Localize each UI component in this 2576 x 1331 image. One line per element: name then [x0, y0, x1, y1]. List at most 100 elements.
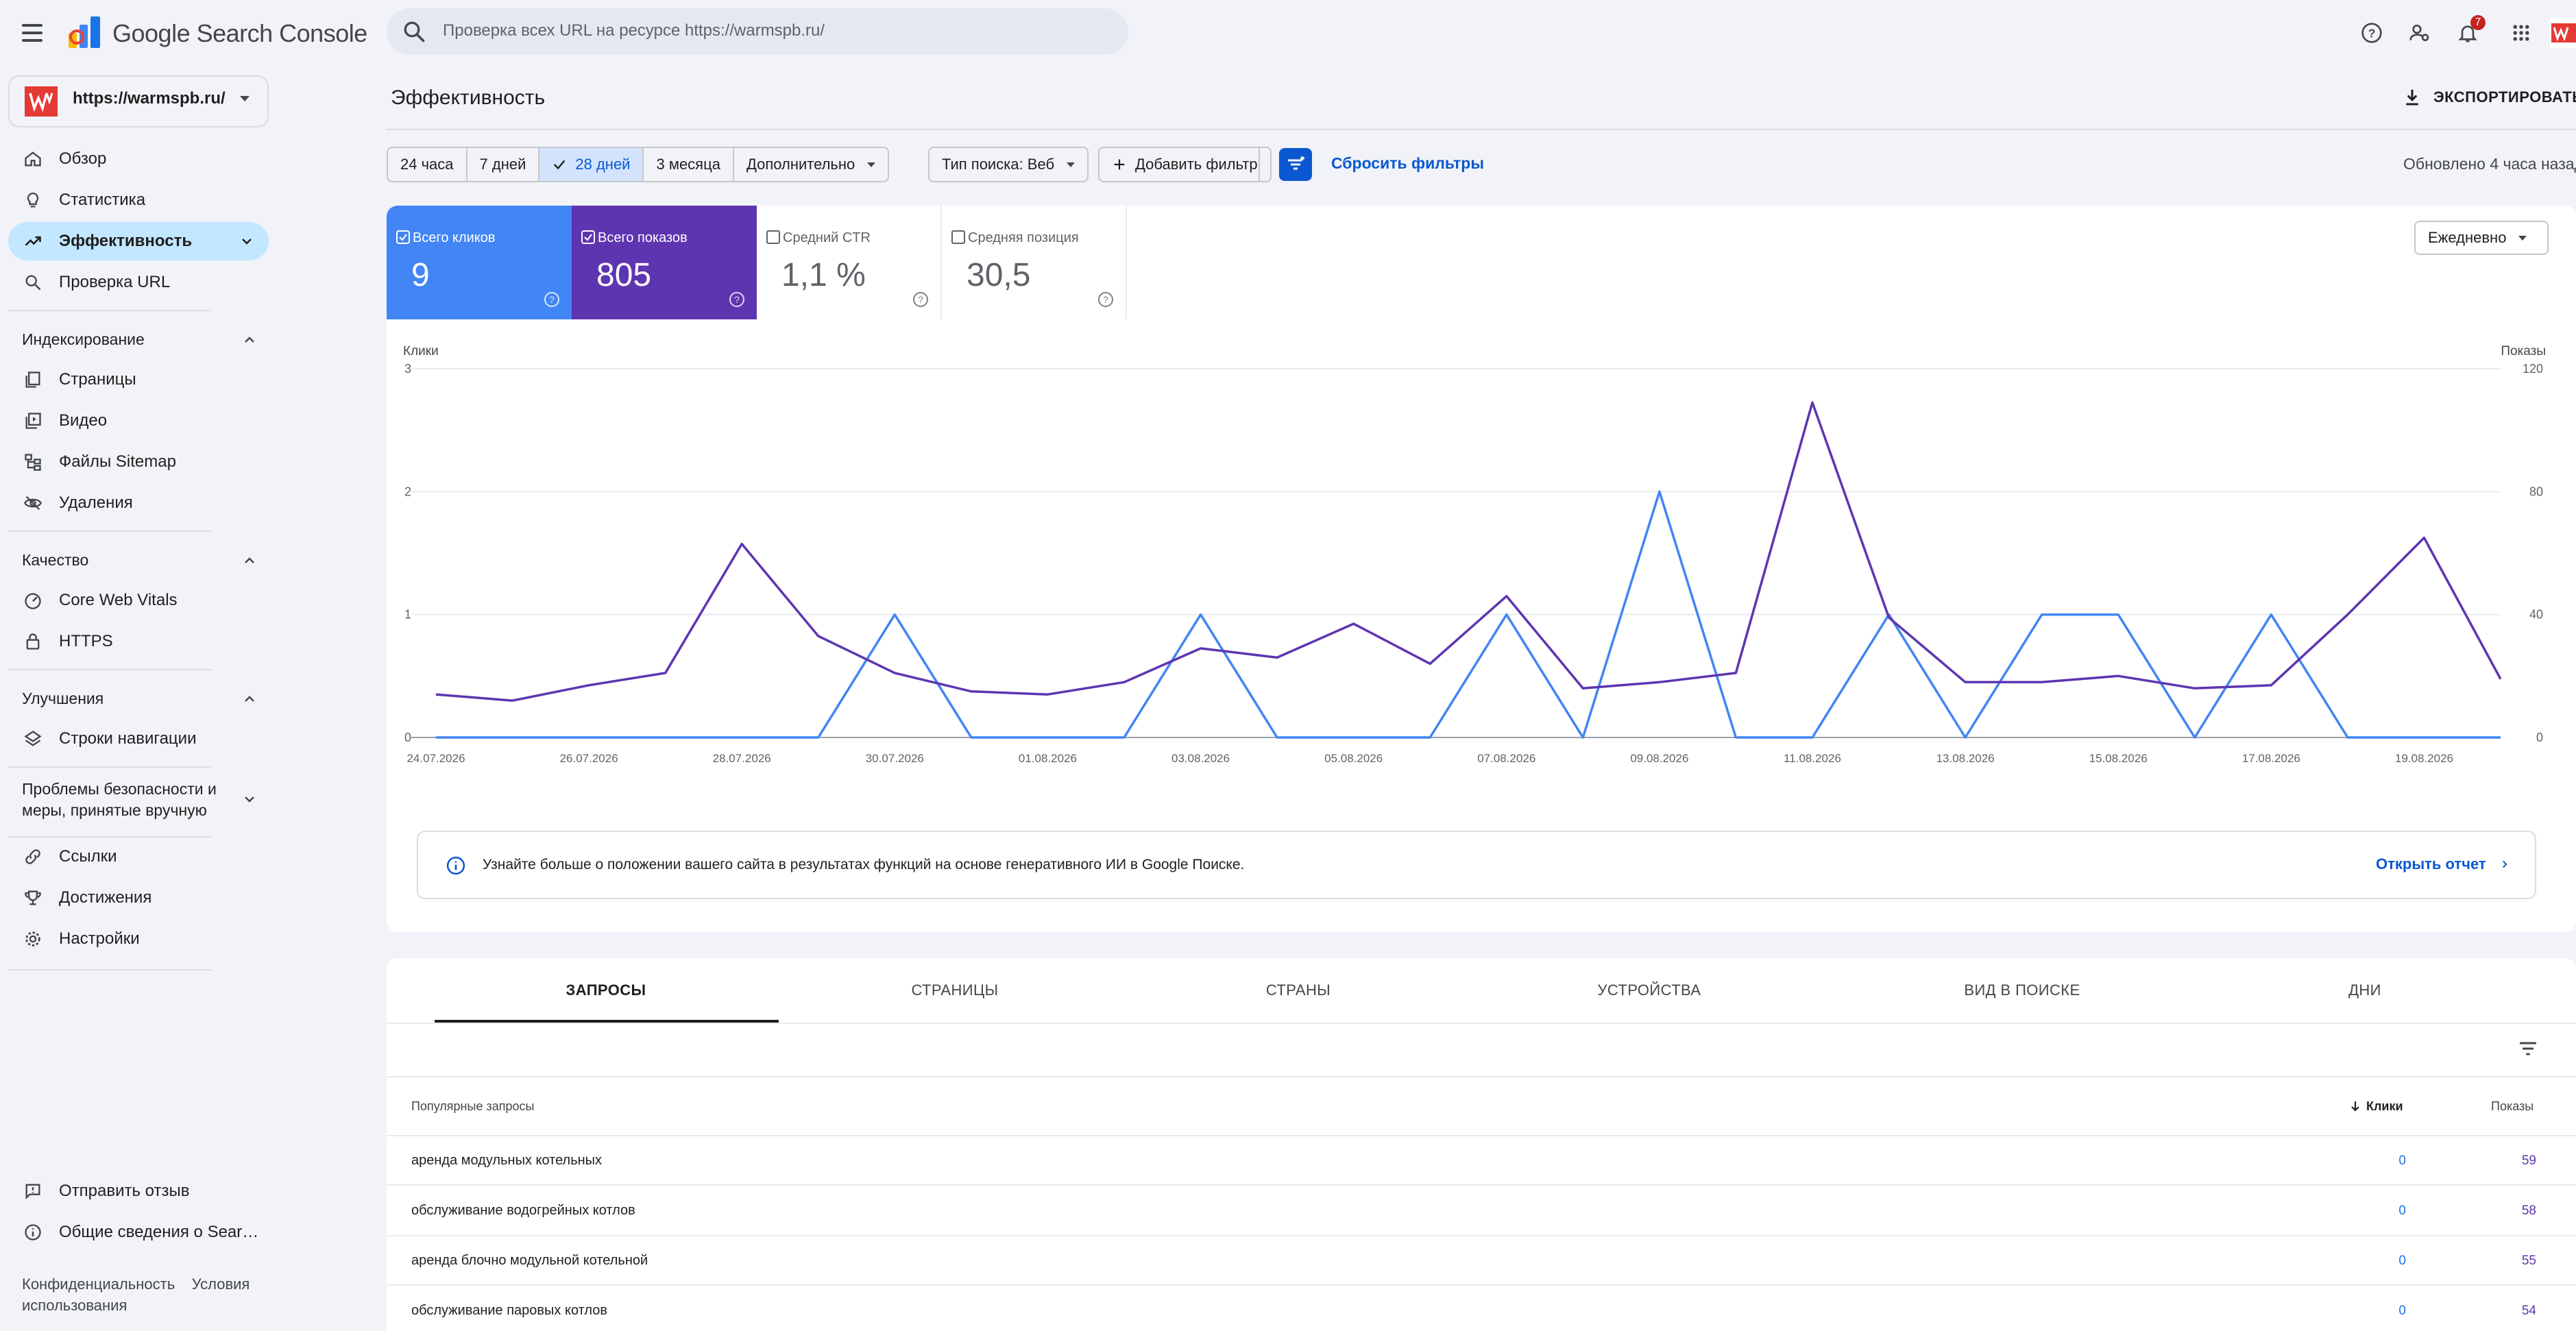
sidebar-divider [8, 766, 211, 768]
tab-queries[interactable]: ЗАПРОСЫ [566, 981, 646, 999]
range-3m-button[interactable]: 3 месяца [644, 148, 734, 181]
sidebar-item-performance[interactable]: Эффективность [8, 222, 269, 260]
tab-devices[interactable]: УСТРОЙСТВА [1597, 981, 1701, 999]
add-filter-button[interactable]: Добавить фильтр [1098, 147, 1272, 182]
apps-grid-icon[interactable] [2506, 18, 2536, 48]
sidebar-item-label: Проверка URL [59, 273, 171, 291]
checkbox-unchecked-icon[interactable] [766, 230, 780, 244]
open-report-link[interactable]: Открыть отчет [2376, 855, 2511, 873]
sidebar-item-about[interactable]: Общие сведения о Sear… [8, 1213, 269, 1251]
section-header-indexing[interactable]: Индексирование [22, 330, 145, 348]
table-row-query[interactable]: обслуживание водогрейных котлов [411, 1203, 635, 1218]
reset-filters-link[interactable]: Сбросить фильтры [1331, 154, 1484, 172]
sidebar-item-url-inspection[interactable]: Проверка URL [8, 263, 269, 302]
sidebar-item-breadcrumbs[interactable]: Строки навигации [8, 720, 269, 758]
sidebar-item-overview[interactable]: Обзор [8, 140, 269, 178]
sidebar-item-stats[interactable]: Статистика [8, 181, 269, 219]
sidebar-item-label: Строки навигации [59, 729, 197, 748]
last-updated-text: Обновлено 4 часа назад [2403, 155, 2576, 173]
granularity-label: Ежедневно [2428, 229, 2507, 246]
sidebar-item-video[interactable]: Видео [8, 402, 269, 440]
tab-countries[interactable]: СТРАНЫ [1265, 981, 1331, 999]
checkbox-checked-icon[interactable] [581, 230, 595, 244]
export-button[interactable]: ЭКСПОРТИРОВАТЬ [2402, 84, 2576, 111]
section-header-security[interactable]: Проблемы безопасности и меры, принятые в… [22, 779, 234, 821]
help-icon[interactable]: ? [1098, 292, 1113, 307]
metric-average-ctr[interactable]: Средний CTR 1,1 % ? [757, 206, 942, 319]
range-label: Дополнительно [746, 156, 855, 173]
metric-total-impressions[interactable]: Всего показов 805 ? [572, 206, 757, 319]
column-header-impressions[interactable]: Показы [2491, 1099, 2534, 1113]
range-28d-button[interactable]: 28 дней [539, 148, 644, 181]
right-axis-tick-label: 80 [2529, 485, 2543, 498]
info-icon [446, 856, 465, 875]
sidebar-item-label: Файлы Sitemap [59, 452, 176, 471]
filter-settings-button[interactable] [1279, 148, 1312, 181]
checkbox-checked-icon[interactable] [396, 230, 410, 244]
table-row-query[interactable]: аренда блочно модульной котельной [411, 1253, 648, 1268]
account-avatar[interactable] [2550, 18, 2576, 48]
granularity-dropdown[interactable]: Ежедневно [2414, 221, 2549, 255]
chevron-up-icon[interactable] [241, 691, 258, 707]
chevron-down-icon[interactable] [241, 791, 258, 807]
x-axis-tick-label: 09.08.2026 [1630, 752, 1688, 765]
sidebar-item-pages[interactable]: Страницы [8, 361, 269, 399]
manage-users-icon[interactable] [2405, 18, 2435, 48]
checkbox-unchecked-icon[interactable] [951, 230, 965, 244]
sidebar-item-sitemaps[interactable]: Файлы Sitemap [8, 443, 269, 481]
sidebar-divider [8, 669, 211, 670]
section-header-enhancements[interactable]: Улучшения [22, 689, 104, 707]
sidebar-item-removals[interactable]: Удаления [8, 484, 269, 522]
metric-average-position[interactable]: Средняя позиция 30,5 ? [942, 206, 1127, 319]
chevron-up-icon[interactable] [241, 552, 258, 569]
notifications-bell-icon[interactable] [2453, 18, 2483, 48]
date-range-selector: 24 часа 7 дней 28 дней 3 месяца Дополнит… [387, 147, 890, 182]
tab-pages[interactable]: СТРАНИЦЫ [911, 981, 999, 999]
range-more-dropdown[interactable]: Дополнительно [734, 148, 888, 181]
tab-search-appearance[interactable]: ВИД В ПОИСКЕ [1964, 981, 2080, 999]
search-input[interactable] [443, 15, 1115, 47]
table-filter-icon[interactable] [2517, 1038, 2539, 1060]
column-header-clicks[interactable]: Клики [2350, 1099, 2403, 1114]
sidebar-item-achievements[interactable]: Достижения [8, 879, 269, 917]
help-icon[interactable]: ? [544, 292, 559, 307]
sidebar-item-core-web-vitals[interactable]: Core Web Vitals [8, 581, 269, 620]
tab-days[interactable]: ДНИ [2348, 981, 2381, 999]
sidebar-item-label: Core Web Vitals [59, 591, 178, 609]
sidebar-item-label: Обзор [59, 149, 107, 168]
help-icon[interactable]: ? [729, 292, 744, 307]
table-row-impressions: 54 [2521, 1304, 2536, 1318]
sidebar-item-label: Ссылки [59, 847, 117, 866]
x-axis-tick-label: 26.07.2026 [560, 752, 618, 765]
help-icon[interactable]: ? [2357, 18, 2387, 48]
lock-icon [26, 633, 40, 650]
sidebar-item-feedback[interactable]: Отправить отзыв [8, 1172, 269, 1210]
table-divider [387, 1184, 2576, 1186]
active-tab-indicator [435, 1020, 779, 1023]
search-console-logo-icon [69, 16, 100, 48]
terms-link[interactable]: Условия [191, 1275, 250, 1293]
table-row-query[interactable]: аренда модульных котельных [411, 1153, 603, 1168]
metric-value: 1,1 % [781, 257, 866, 293]
table-divider [387, 1135, 2576, 1136]
sidebar-item-settings[interactable]: Настройки [8, 920, 269, 958]
range-label: 28 дней [575, 156, 631, 173]
x-axis-tick-label: 28.07.2026 [713, 752, 771, 765]
main-menu-button[interactable] [22, 19, 49, 47]
terms-link-continued[interactable]: использования [22, 1297, 127, 1314]
sidebar-item-links[interactable]: Ссылки [8, 838, 269, 876]
range-7d-button[interactable]: 7 дней [467, 148, 540, 181]
chevron-up-icon[interactable] [241, 332, 258, 348]
sidebar-item-https[interactable]: HTTPS [8, 622, 269, 661]
x-axis-tick-label: 13.08.2026 [1936, 752, 1995, 765]
section-header-quality[interactable]: Качество [22, 551, 89, 569]
metric-total-clicks[interactable]: Всего кликов 9 ? [387, 206, 572, 319]
help-icon[interactable]: ? [913, 292, 928, 307]
table-row-query[interactable]: обслуживание паровых котлов [411, 1303, 607, 1318]
range-24h-button[interactable]: 24 часа [388, 148, 467, 181]
trophy-icon [25, 890, 41, 905]
x-axis-tick-label: 11.08.2026 [1784, 752, 1841, 765]
privacy-link[interactable]: Конфиденциальность [22, 1275, 175, 1293]
search-type-filter[interactable]: Тип поиска: Веб [928, 147, 1089, 182]
check-icon [554, 160, 566, 170]
